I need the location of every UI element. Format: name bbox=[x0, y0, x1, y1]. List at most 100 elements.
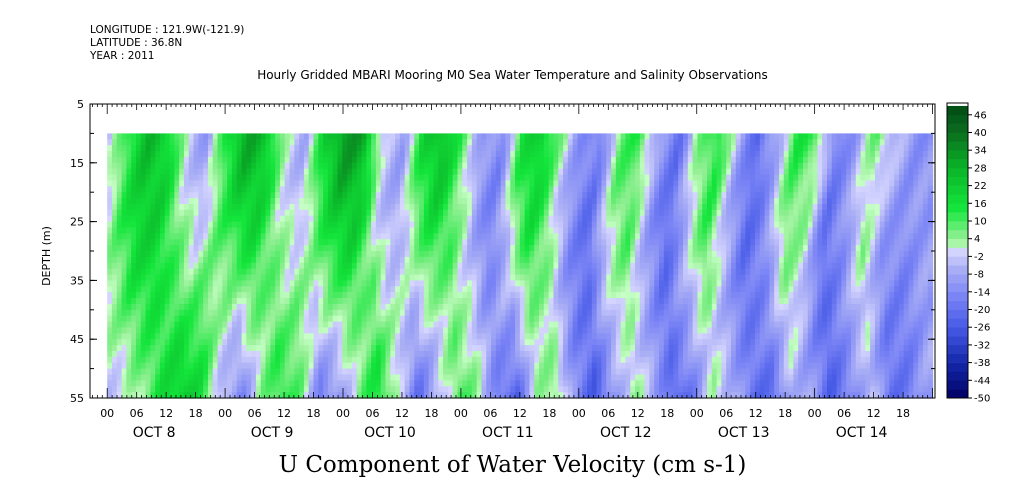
heat-cell bbox=[231, 386, 238, 393]
heat-cell bbox=[558, 315, 564, 323]
heat-cell bbox=[275, 374, 281, 381]
heat-cell bbox=[486, 286, 492, 293]
heat-cell bbox=[155, 151, 161, 158]
heat-cell bbox=[563, 327, 569, 334]
heat-cell bbox=[380, 274, 387, 281]
heat-cell bbox=[255, 245, 262, 252]
heat-cell bbox=[164, 327, 171, 334]
heat-cell bbox=[198, 327, 204, 334]
heat-cell bbox=[169, 139, 175, 146]
heat-cell bbox=[275, 209, 281, 217]
heat-cell bbox=[356, 380, 363, 387]
heat-cell bbox=[399, 327, 406, 334]
heat-cell bbox=[371, 380, 377, 387]
heat-cell bbox=[433, 198, 439, 205]
heat-cell bbox=[606, 262, 612, 270]
heat-cell bbox=[174, 392, 180, 399]
heat-cell bbox=[395, 262, 401, 270]
heat-cell bbox=[606, 156, 612, 164]
heat-cell bbox=[159, 233, 166, 240]
heat-cell bbox=[313, 327, 319, 334]
heat-cell bbox=[347, 286, 353, 293]
heat-cell bbox=[510, 139, 516, 146]
heat-cell bbox=[260, 145, 267, 152]
heat-cell bbox=[212, 227, 219, 234]
heat-cell bbox=[620, 262, 627, 270]
heat-cell bbox=[529, 262, 535, 270]
heat-cell bbox=[241, 239, 247, 246]
heat-cell bbox=[606, 203, 612, 211]
heat-cell bbox=[515, 368, 521, 376]
heat-cell bbox=[318, 203, 324, 211]
heat-cell bbox=[476, 386, 483, 393]
heat-cell bbox=[452, 221, 459, 229]
heat-cell bbox=[135, 239, 142, 246]
heat-cell bbox=[591, 239, 598, 246]
heat-cell bbox=[366, 239, 372, 246]
heat-cell bbox=[510, 315, 516, 323]
heat-cell bbox=[327, 256, 334, 264]
heat-cell bbox=[447, 174, 454, 182]
heat-cell bbox=[457, 233, 463, 240]
heat-cell bbox=[615, 339, 622, 346]
heat-cell bbox=[169, 233, 175, 240]
heat-cell bbox=[174, 180, 180, 187]
heat-cell bbox=[587, 303, 593, 311]
heat-cell bbox=[409, 209, 415, 217]
heat-cell bbox=[308, 145, 315, 152]
heat-cell bbox=[529, 198, 535, 205]
heat-cell bbox=[318, 380, 324, 387]
heat-cell bbox=[164, 139, 171, 146]
heat-cell bbox=[500, 350, 507, 358]
heat-cell bbox=[246, 239, 252, 246]
heat-cell bbox=[635, 280, 641, 287]
heat-cell bbox=[155, 345, 161, 352]
heat-cell bbox=[111, 274, 118, 281]
heat-cell bbox=[548, 309, 555, 317]
heat-cell bbox=[299, 239, 305, 246]
heat-cell bbox=[188, 315, 195, 323]
heat-cell bbox=[563, 251, 569, 258]
heat-cell bbox=[404, 315, 411, 323]
heat-cell bbox=[284, 380, 291, 387]
heat-cell bbox=[443, 139, 449, 146]
heat-cell bbox=[548, 392, 555, 399]
heat-cell bbox=[135, 203, 142, 211]
heat-cell bbox=[515, 262, 521, 270]
heat-cell bbox=[543, 145, 550, 152]
heat-cell bbox=[107, 180, 113, 187]
heat-cell bbox=[539, 380, 545, 387]
heat-cell bbox=[179, 151, 185, 158]
heat-cell bbox=[524, 198, 531, 205]
heat-cell bbox=[486, 356, 492, 364]
heat-cell bbox=[183, 221, 190, 229]
heat-cell bbox=[164, 162, 171, 170]
heat-cell bbox=[615, 203, 622, 211]
heat-cell bbox=[155, 303, 161, 311]
heat-cell bbox=[515, 303, 521, 311]
heat-cell bbox=[539, 268, 545, 276]
heat-cell bbox=[150, 198, 156, 205]
heat-cell bbox=[246, 268, 252, 276]
heat-cell bbox=[529, 280, 535, 287]
heat-cell bbox=[164, 268, 171, 276]
heat-cell bbox=[351, 356, 358, 364]
heat-cell bbox=[107, 292, 113, 299]
heat-cell bbox=[543, 180, 550, 187]
heat-cell bbox=[495, 198, 502, 205]
heat-cell bbox=[251, 192, 257, 199]
heat-cell bbox=[596, 251, 603, 258]
heat-cell bbox=[342, 280, 348, 287]
heat-cell bbox=[457, 327, 463, 334]
heat-cell bbox=[107, 151, 113, 158]
heat-cell bbox=[534, 268, 540, 276]
heat-cell bbox=[159, 374, 166, 381]
heat-cell bbox=[323, 392, 329, 399]
heat-cell bbox=[447, 350, 454, 358]
heat-cell bbox=[390, 198, 396, 205]
heat-cell bbox=[423, 274, 430, 281]
heat-cell bbox=[519, 180, 526, 187]
heat-cell bbox=[447, 274, 454, 281]
heat-cell bbox=[255, 274, 262, 281]
heat-cell bbox=[467, 350, 473, 358]
